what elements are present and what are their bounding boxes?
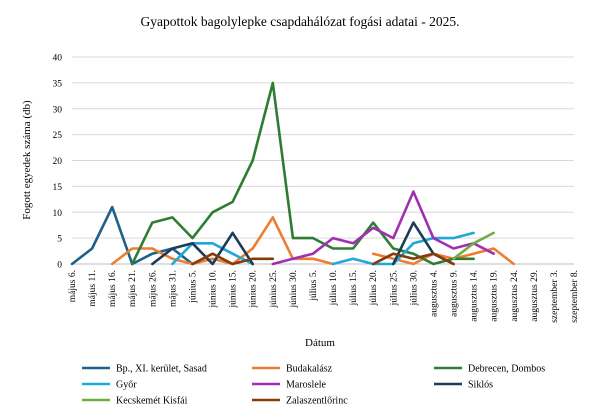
gridlines xyxy=(72,56,574,239)
chart-title: Gyapottok bagolylepke csapdahálózat fogá… xyxy=(140,14,459,29)
legend-item: Siklós xyxy=(434,380,493,391)
x-tick-label: július 30. xyxy=(409,270,419,306)
legend-label: Siklós xyxy=(468,380,493,391)
x-tick-label: június 30. xyxy=(289,270,299,308)
x-tick-label: július 25. xyxy=(389,270,399,306)
series-line xyxy=(151,231,254,266)
y-tick-label: 0 xyxy=(57,261,62,271)
x-tick-label: augusztus 9. xyxy=(450,270,460,317)
x-tick-labels: május 6. május 11. május 16. május 21. május… xyxy=(68,270,580,323)
x-tick-label: május 11. xyxy=(88,270,98,307)
x-tick-label: szeptember 3. xyxy=(550,270,560,323)
legend-label: Győr xyxy=(116,380,137,391)
series-lines xyxy=(70,81,516,266)
series-line xyxy=(452,231,496,261)
y-tick-label: 15 xyxy=(53,183,63,193)
x-tick-label: augusztus 24. xyxy=(510,270,520,322)
x-tick-label: május 31. xyxy=(168,270,178,307)
y-axis-label: Fogott egyedek száma (db) xyxy=(21,100,33,220)
x-axis-label: Dátum xyxy=(305,337,335,349)
series-line xyxy=(191,252,275,266)
series-line xyxy=(331,231,475,266)
legend-item: Győr xyxy=(82,380,137,391)
series-1 xyxy=(70,205,194,266)
y-tick-label: 20 xyxy=(53,157,63,167)
y-tick-label: 40 xyxy=(53,54,63,64)
legend-label: Bp., XI. kerület, Sasad xyxy=(116,364,207,375)
legend-item: Debrecen, Dombos xyxy=(434,364,545,375)
y-tick-label: 10 xyxy=(53,209,63,219)
series-line xyxy=(171,242,254,266)
legend: Bp., XI. kerület, Sasad Budakalász Debrece… xyxy=(82,364,545,407)
series-4 xyxy=(171,231,475,266)
x-tick-label: július 5. xyxy=(309,270,319,302)
x-tick-label: augusztus 19. xyxy=(490,270,500,322)
legend-item: Bp., XI. kerület, Sasad xyxy=(82,364,207,375)
legend-item: Maroslele xyxy=(252,380,327,391)
x-tick-label: szeptember 8. xyxy=(570,270,580,323)
x-tick-label: augusztus 29. xyxy=(530,270,540,322)
y-tick-labels: 0 5 10 15 20 25 30 35 40 xyxy=(53,54,63,271)
legend-label: Budakalász xyxy=(286,364,333,375)
legend-label: Maroslele xyxy=(286,380,327,391)
x-tick-label: június 25. xyxy=(269,270,279,308)
series-line xyxy=(271,190,496,266)
y-tick-label: 30 xyxy=(53,105,63,115)
series-8 xyxy=(191,252,455,266)
series-7 xyxy=(452,231,496,261)
series-line xyxy=(70,205,194,266)
x-tick-label: július 20. xyxy=(369,270,379,306)
x-tick-label: május 16. xyxy=(108,270,118,307)
x-tick-label: július 15. xyxy=(349,270,359,306)
y-tick-label: 35 xyxy=(53,79,63,89)
x-tick-label: június 20. xyxy=(249,270,259,308)
x-tick-label: május 26. xyxy=(148,270,158,307)
series-line xyxy=(371,252,455,266)
series-5 xyxy=(271,190,496,266)
legend-label: Kecskemét Kisfái xyxy=(116,396,188,407)
legend-item: Budakalász xyxy=(252,364,333,375)
legend-label: Debrecen, Dombos xyxy=(468,364,545,375)
x-tick-label: május 21. xyxy=(128,270,138,307)
x-tick-label: augusztus 4. xyxy=(429,270,439,317)
series-2 xyxy=(110,216,516,266)
x-tick-label: augusztus 14. xyxy=(470,270,480,322)
series-line xyxy=(130,81,475,266)
series-3 xyxy=(130,81,475,266)
x-tick-label: június 5. xyxy=(188,270,198,304)
y-tick-label: 5 xyxy=(57,235,62,245)
legend-item: Zalaszentlőrinc xyxy=(252,396,348,407)
legend-item: Kecskemét Kisfái xyxy=(82,396,188,407)
x-tick-label: július 10. xyxy=(329,270,339,306)
x-tick-label: május 6. xyxy=(68,270,78,302)
x-tick-label: június 10. xyxy=(209,270,219,308)
x-tick-label: június 15. xyxy=(229,270,239,308)
legend-label: Zalaszentlőrinc xyxy=(286,396,348,407)
y-tick-label: 25 xyxy=(53,131,63,141)
